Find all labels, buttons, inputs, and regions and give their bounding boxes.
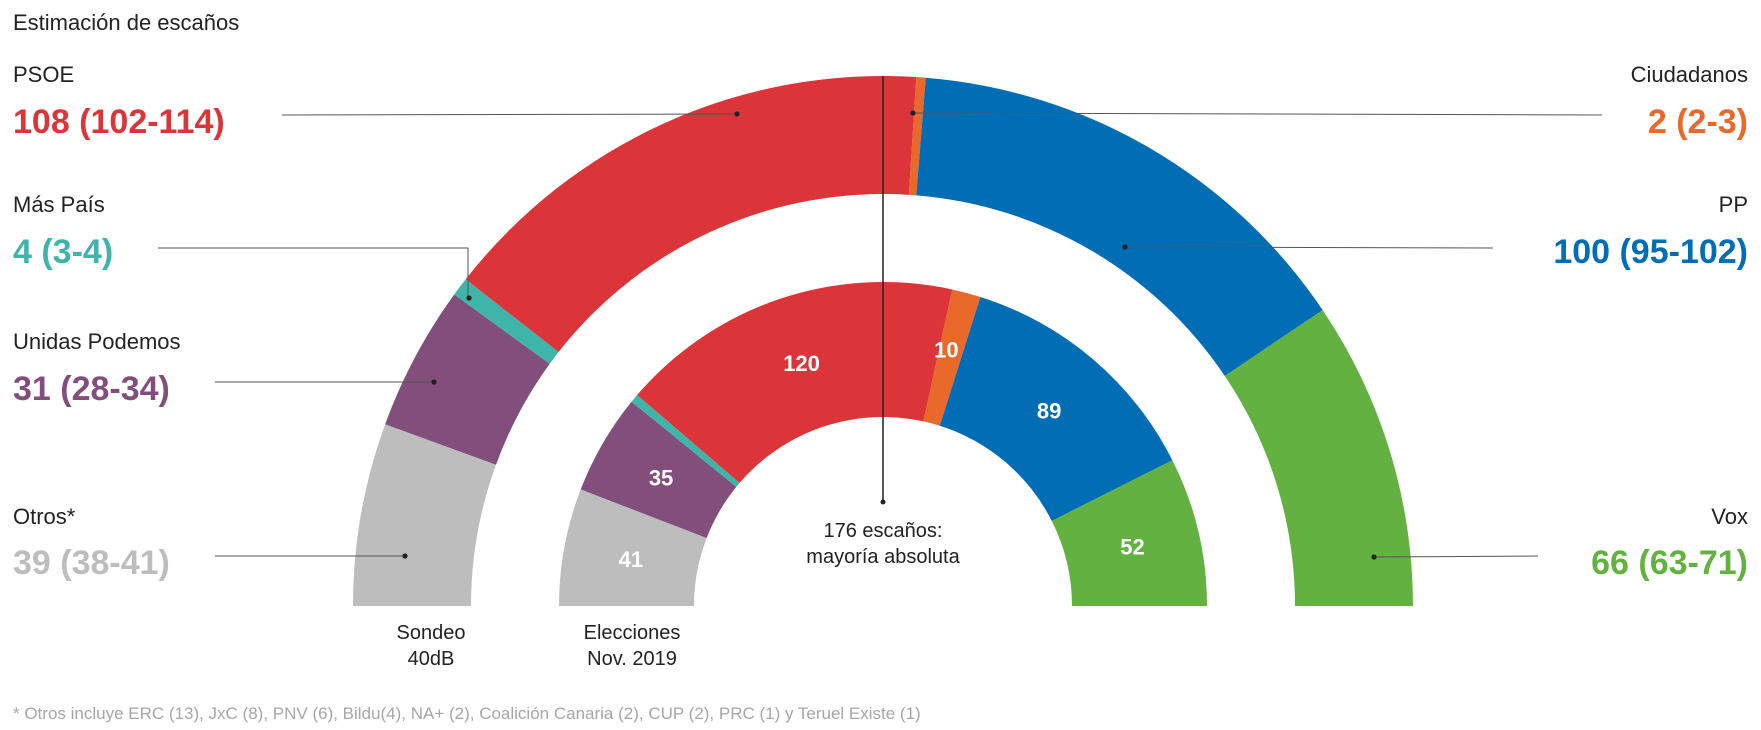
party-estimate-mp: 4 (3-4) [13,233,113,271]
leader-line-mp [158,247,469,299]
majority-label-line1: 176 escaños: [824,520,943,542]
leader-line-vox [1373,555,1539,558]
majority-dot [880,499,886,505]
survey-arc-otros [353,424,496,606]
election-ring: 41353120108952 [559,282,1207,606]
survey-arc-cs [908,77,926,196]
party-name-otros: Otros* [13,504,76,529]
party-labels: Otros* 39 (38-41) Unidas Podemos 31 (28-34)… [13,62,1748,582]
leader-line-pp [1124,246,1494,249]
survey-arc-psoe [465,75,917,353]
election-value-psoe: 120 [783,351,820,376]
party-estimate-pp: 100 (95-102) [1553,233,1748,271]
election-arc-mp [631,395,740,487]
chart-title: Estimación de escaños [13,10,239,35]
majority-label-line2: mayoría absoluta [806,546,960,568]
election-arc-up [580,401,737,539]
party-estimate-psoe: 108 (102-114) [13,103,225,141]
leader-dot-psoe [734,111,740,117]
party-name-pp: PP [1719,192,1748,217]
party-name-cs: Ciudadanos [1631,62,1748,87]
survey-arc-mp [454,279,559,364]
party-name-vox: Vox [1711,504,1748,529]
survey-arc-vox [1224,310,1413,606]
election-value-otros: 41 [619,547,643,572]
party-estimate-cs: 2 (2-3) [1648,103,1748,141]
leader-dot-mp [466,295,472,301]
survey-ring-label-2: 40dB [408,648,455,670]
election-value-cs: 10 [934,338,958,363]
party-name-mp: Más País [13,192,105,217]
party-name-psoe: PSOE [13,62,74,87]
survey-ring [353,75,1413,606]
leader-dot-pp [1122,244,1128,250]
election-value-pp: 89 [1037,399,1061,424]
election-ring-label-2: Nov. 2019 [587,648,677,670]
party-estimate-otros: 39 (38-41) [13,544,170,582]
election-arc-pp [939,296,1173,521]
survey-arc-pp [916,77,1323,376]
election-value-up: 35 [649,465,673,490]
leader-line-psoe [281,113,738,116]
survey-arc-up [385,294,550,465]
party-estimate-up: 31 (28-34) [13,370,170,408]
leader-dot-otros [402,553,408,559]
leader-lines [158,110,1603,560]
election-value-vox: 52 [1120,535,1144,560]
footnote: * Otros incluye ERC (13), JxC (8), PNV (… [13,704,921,723]
election-arc-psoe [637,282,953,483]
election-arc-vox [1051,460,1207,606]
survey-ring-label-1: Sondeo [397,622,466,644]
election-ring-label-1: Elecciones [584,622,681,644]
leader-line-cs [912,112,1603,116]
leader-dot-up [431,379,437,385]
party-estimate-vox: 66 (63-71) [1591,544,1748,582]
election-arc-cs [923,289,981,426]
leader-dot-vox [1371,554,1377,560]
leader-dot-cs [910,110,916,116]
election-arc-otros [559,489,707,606]
party-name-up: Unidas Podemos [13,329,181,354]
